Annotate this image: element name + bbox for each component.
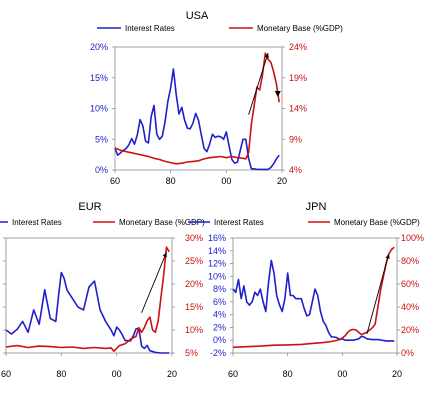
left-tick-label: -2% [210,348,226,358]
left-tick-label: 0% [213,335,226,345]
legend-entry: Monetary Base (%GDP) [119,218,205,227]
left-tick-label: 14% [208,246,226,256]
left-tick-label: 4% [213,310,226,320]
series-line-interest-rates [232,259,395,342]
left-tick-label: 8% [213,284,226,294]
plot-frame [114,46,283,171]
x-tick-label: 80 [166,176,176,186]
right-tick-label: 14% [289,104,307,114]
legend-entry: Monetary Base (%GDP) [334,218,420,227]
right-tick-label: 10% [185,325,203,335]
left-tick-label: 0% [95,165,108,175]
series-line-interest-rates [5,271,170,354]
left-tick-label: 5% [95,134,108,144]
chart-title: JPN [306,201,327,213]
annotation-arrow [248,53,269,115]
chart-title: USA [186,10,209,22]
left-tick-label: 10% [208,271,226,281]
left-tick-label: 2% [213,322,226,332]
right-tick-label: 19% [289,73,307,83]
plot-frame [5,237,173,354]
right-tick-label: 60% [401,279,419,289]
x-tick-label: 60 [110,176,120,186]
left-tick-label: 16% [208,233,226,243]
x-tick-label: 00 [112,369,122,379]
x-tick-label: 80 [56,369,66,379]
x-tick-label: 00 [337,369,347,379]
series-line-interest-rates [114,68,280,171]
x-tick-label: 60 [1,369,11,379]
x-tick-label: 20 [392,369,402,379]
legend-entry: Interest Rates [214,218,264,227]
left-tick-label: 20% [90,42,108,52]
annotation-arrowhead [274,90,281,97]
chart-jpn: JPN Interest Rates Monetary Base (%GDP) -2%… [188,201,424,379]
legend-entry: Monetary Base (%GDP) [257,24,343,33]
left-tick-label: 15% [90,73,108,83]
legend-entry: Interest Rates [125,24,175,33]
x-tick-label: 00 [221,176,231,186]
right-tick-label: 4% [289,165,302,175]
right-tick-label: 0% [401,348,414,358]
x-tick-label: 60 [228,369,238,379]
series-line-monetary-base [114,52,280,165]
plot-frame [232,237,398,354]
chart-usa: USA Interest Rates Monetary Base (%GDP) 0% 5… [90,10,343,186]
x-tick-label: 20 [277,176,287,186]
right-tick-label: 30% [185,233,203,243]
x-tick-label: 20 [167,369,177,379]
right-tick-label: 15% [185,302,203,312]
annotation-arrowhead [162,252,167,258]
right-tick-label: 20% [401,325,419,335]
chart-eur: EUR Interest Rates Monetary Base (%GDP) 5% 1… [0,201,205,379]
annotation-arrow [141,252,167,313]
left-tick-label: 6% [213,297,226,307]
right-tick-label: 20% [185,279,203,289]
annotation-arrow [366,253,390,334]
legend-entry: Interest Rates [12,218,62,227]
right-tick-label: 9% [289,134,302,144]
chart-title: EUR [78,201,101,213]
left-tick-label: 12% [208,259,226,269]
left-tick-label: 10% [90,104,108,114]
right-tick-label: 80% [401,256,419,266]
series-line-monetary-base [5,246,170,352]
right-tick-label: 40% [401,302,419,312]
right-tick-label: 100% [401,233,424,243]
series-line-monetary-base [232,246,395,349]
right-tick-label: 25% [185,256,203,266]
right-tick-label: 24% [289,42,307,52]
annotation-arrowhead [264,53,269,59]
annotation-arrowhead [385,253,390,259]
x-tick-label: 80 [283,369,293,379]
right-tick-label: 5% [185,348,198,358]
